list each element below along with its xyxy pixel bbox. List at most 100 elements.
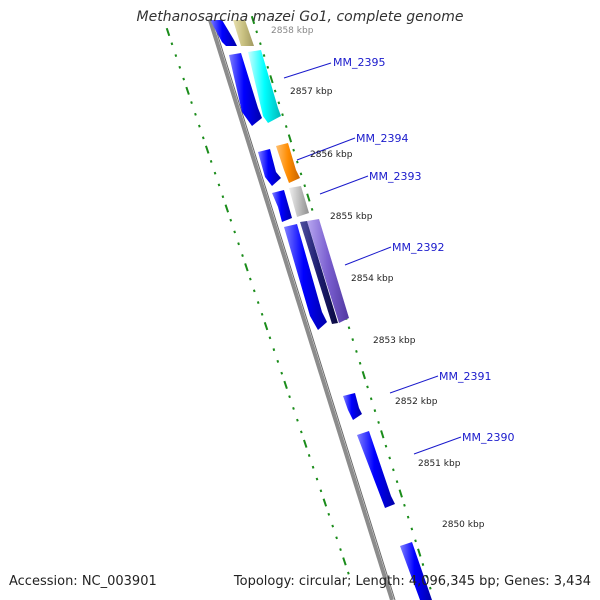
minor-tick (421, 563, 425, 566)
minor-tick (347, 326, 351, 330)
major-tick (185, 86, 190, 95)
minor-tick (170, 42, 174, 46)
inner-tick-ring (165, 27, 350, 575)
major-tick (269, 75, 274, 84)
major-tick (283, 380, 288, 390)
kbp-label-2854: 2854 kbp (351, 274, 394, 284)
minor-tick (266, 65, 270, 69)
major-tick (165, 27, 171, 37)
minor-tick (292, 406, 295, 410)
minor-tick (315, 477, 319, 481)
minor-tick (268, 336, 272, 340)
minor-tick (384, 444, 388, 448)
minor-tick (299, 430, 303, 434)
gene-label-mm2395: MM_2395 (333, 56, 385, 69)
minor-tick (395, 480, 399, 484)
minor-tick (178, 65, 182, 69)
major-tick (224, 204, 230, 213)
minor-tick (256, 301, 260, 305)
kbp-label-2852: 2852 kbp (395, 397, 438, 407)
kbp-label-2857: 2857 kbp (290, 87, 333, 97)
minor-tick (182, 77, 186, 81)
minor-tick (392, 468, 395, 472)
minor-tick (366, 385, 369, 389)
cds-feature-mm2393 (289, 186, 309, 217)
minor-tick (311, 465, 315, 469)
minor-tick (288, 395, 291, 399)
minor-tick (428, 586, 432, 590)
major-tick (287, 134, 293, 143)
genome-backbone (208, 19, 394, 600)
minor-tick (369, 397, 373, 401)
minor-tick (327, 512, 331, 516)
cds-feature-top-olive (233, 20, 254, 46)
minor-tick (237, 242, 240, 246)
major-tick (263, 321, 269, 331)
minor-tick (355, 349, 358, 353)
cds-feature-mm2395 (248, 50, 281, 123)
kbp-label-2855: 2855 kbp (330, 212, 373, 222)
map-title: Methanosarcina mazei Go1, complete genom… (136, 9, 464, 25)
major-tick (398, 489, 403, 498)
minor-tick (255, 30, 259, 34)
major-tick (244, 263, 249, 272)
minor-tick (217, 183, 221, 187)
major-tick (250, 15, 256, 25)
minor-tick (410, 527, 414, 531)
minor-tick (335, 536, 338, 540)
cds-feature-mm2392 (300, 221, 338, 324)
minor-tick (414, 539, 417, 543)
minor-tick (213, 171, 217, 175)
gene-label-mm2391: MM_2391 (439, 370, 491, 383)
cds-feature-top-blue (210, 20, 237, 46)
cds-feature-mm2395-blue (229, 53, 262, 126)
major-tick (322, 498, 328, 507)
gene-label-mm2390: MM_2390 (462, 431, 514, 444)
kbp-label-2853: 2853 kbp (373, 336, 416, 346)
minor-tick (174, 54, 178, 57)
minor-tick (241, 254, 244, 257)
minor-tick (233, 230, 236, 234)
minor-tick (319, 489, 323, 493)
minor-tick (284, 125, 288, 128)
cds-feature-blue-3 (258, 149, 281, 186)
accession-label: Accession: NC_003901 (9, 574, 157, 589)
genome-backbone-shadow (212, 19, 396, 600)
minor-tick (347, 571, 350, 575)
minor-tick (280, 371, 284, 375)
minor-tick (259, 42, 262, 46)
minor-tick (281, 113, 284, 117)
genome-summary: Topology: circular; Length: 4,096,345 bp… (233, 574, 591, 589)
cds-feature-mm2391 (343, 393, 362, 420)
gene-label-leaders (283, 62, 462, 455)
minor-tick (229, 218, 233, 222)
kbp-label-2851: 2851 kbp (418, 459, 461, 469)
minor-tick (277, 101, 281, 105)
minor-tick (198, 124, 201, 128)
gene-label-mm2392: MM_2392 (392, 241, 444, 254)
gene-label-mm2394: MM_2394 (356, 132, 408, 145)
major-tick (380, 430, 385, 439)
minor-tick (303, 184, 307, 188)
cds-feature-mm2390 (357, 431, 395, 508)
minor-tick (273, 89, 277, 93)
minor-tick (292, 148, 295, 152)
cds-feature-mm2392-purple (307, 219, 349, 323)
major-tick (204, 145, 210, 154)
cds-feature-blue-4 (272, 190, 292, 222)
minor-tick (190, 101, 193, 105)
minor-tick (388, 456, 391, 460)
minor-tick (307, 454, 311, 457)
major-tick (306, 193, 311, 202)
minor-tick (373, 409, 377, 413)
minor-tick (403, 503, 406, 507)
cds-feature-mm2394 (276, 143, 300, 183)
major-tick (361, 370, 366, 380)
kbp-label-2856: 2856 kbp (310, 150, 353, 160)
minor-tick (351, 338, 355, 342)
cds-feature-bottom-blue (400, 542, 432, 600)
minor-tick (252, 289, 256, 293)
major-tick (417, 548, 422, 557)
minor-tick (310, 207, 314, 211)
